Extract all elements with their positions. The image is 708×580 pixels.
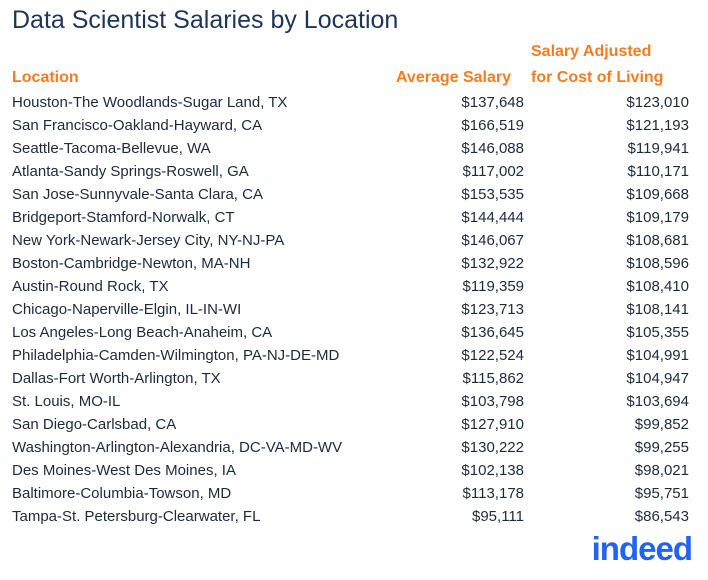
adjusted-salary-cell: $95,751: [634, 485, 689, 502]
location-cell: Baltimore-Columbia-Towson, MD: [12, 485, 232, 502]
adjusted-salary-cell: $86,543: [634, 508, 689, 525]
location-cell: San Diego-Carlsbad, CA: [12, 416, 177, 433]
adjusted-salary-cell: $108,410: [626, 278, 689, 295]
location-cell: San Jose-Sunnyvale-Santa Clara, CA: [12, 186, 263, 203]
average-salary-cell: $146,088: [461, 140, 524, 157]
average-salary-cell: $132,922: [461, 255, 524, 272]
average-salary-cell: $102,138: [461, 462, 524, 479]
header-adjusted: for Cost of Living: [531, 69, 664, 86]
average-salary-cell: $95,111: [472, 508, 524, 525]
average-salary-cell: $127,910: [461, 416, 524, 433]
adjusted-salary-cell: $109,668: [626, 186, 689, 203]
header-adjusted: Salary Adjusted: [531, 43, 652, 60]
adjusted-salary-cell: $104,947: [626, 370, 689, 387]
adjusted-salary-cell: $108,596: [626, 255, 689, 272]
location-cell: San Francisco-Oakland-Hayward, CA: [12, 117, 263, 134]
location-cell: New York-Newark-Jersey City, NY-NJ-PA: [12, 232, 285, 249]
header-average: Average Salary: [395, 69, 511, 86]
location-cell: Atlanta-Sandy Springs-Roswell, GA: [12, 163, 249, 180]
average-salary-cell: $166,519: [461, 117, 524, 134]
adjusted-salary-cell: $121,193: [626, 117, 689, 134]
adjusted-salary-cell: $105,355: [626, 324, 689, 341]
logo: indeed: [591, 530, 693, 567]
average-salary-cell: $122,524: [461, 347, 524, 364]
adjusted-salary-cell: $109,179: [626, 209, 689, 226]
location-cell: Austin-Round Rock, TX: [12, 278, 169, 295]
average-salary-cell: $117,002: [462, 163, 524, 180]
header-location: Location: [12, 69, 79, 86]
location-cell: St. Louis, MO-IL: [12, 393, 121, 410]
adjusted-salary-cell: $123,010: [626, 94, 689, 111]
location-cell: Des Moines-West Des Moines, IA: [12, 462, 236, 479]
adjusted-salary-cell: $99,852: [634, 416, 689, 433]
title: Data Scientist Salaries by Location: [12, 6, 399, 34]
location-cell: Philadelphia-Camden-Wilmington, PA-NJ-DE…: [12, 347, 340, 364]
location-cell: Los Angeles-Long Beach-Anaheim, CA: [12, 324, 273, 341]
average-salary-cell: $123,713: [461, 301, 524, 318]
adjusted-salary-cell: $98,021: [634, 462, 689, 479]
adjusted-salary-cell: $110,171: [627, 163, 689, 180]
average-salary-cell: $137,648: [461, 94, 524, 111]
location-cell: Boston-Cambridge-Newton, MA-NH: [12, 255, 251, 272]
adjusted-salary-cell: $104,991: [626, 347, 689, 364]
adjusted-salary-cell: $103,694: [626, 393, 689, 410]
average-salary-cell: $146,067: [461, 232, 524, 249]
average-salary-cell: $115,862: [462, 370, 524, 387]
adjusted-salary-cell: $99,255: [634, 439, 689, 456]
average-salary-cell: $103,798: [461, 393, 524, 410]
location-cell: Washington-Arlington-Alexandria, DC-VA-M…: [12, 439, 343, 456]
average-salary-cell: $119,359: [462, 278, 524, 295]
location-cell: Bridgeport-Stamford-Norwalk, CT: [12, 209, 235, 226]
average-salary-cell: $153,535: [461, 186, 524, 203]
average-salary-cell: $113,178: [462, 485, 524, 502]
average-salary-cell: $144,444: [461, 209, 524, 226]
location-cell: Seattle-Tacoma-Bellevue, WA: [12, 140, 211, 157]
average-salary-cell: $136,645: [461, 324, 524, 341]
adjusted-salary-cell: $108,141: [626, 301, 689, 318]
location-cell: Tampa-St. Petersburg-Clearwater, FL: [12, 508, 261, 525]
location-cell: Dallas-Fort Worth-Arlington, TX: [12, 370, 221, 387]
adjusted-salary-cell: $119,941: [627, 140, 689, 157]
adjusted-salary-cell: $108,681: [626, 232, 689, 249]
location-cell: Chicago-Naperville-Elgin, IL-IN-WI: [12, 301, 242, 318]
average-salary-cell: $130,222: [461, 439, 524, 456]
location-cell: Houston-The Woodlands-Sugar Land, TX: [12, 94, 288, 111]
